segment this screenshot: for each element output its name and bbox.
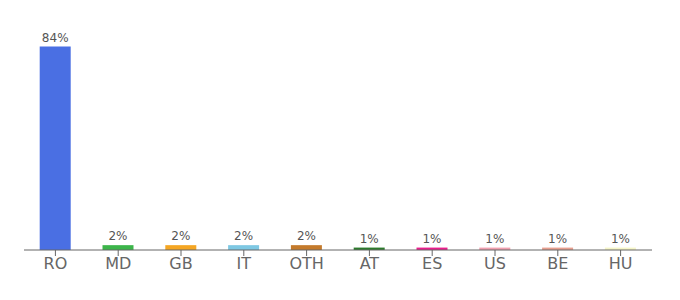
svg-text:US: US bbox=[484, 254, 506, 273]
svg-text:MD: MD bbox=[105, 254, 131, 273]
svg-text:2%: 2% bbox=[108, 229, 127, 243]
svg-text:1%: 1% bbox=[485, 232, 504, 246]
svg-text:1%: 1% bbox=[611, 232, 630, 246]
svg-text:IT: IT bbox=[237, 254, 252, 273]
svg-text:AT: AT bbox=[360, 254, 380, 273]
svg-text:ES: ES bbox=[422, 254, 442, 273]
svg-text:BE: BE bbox=[547, 254, 568, 273]
svg-text:2%: 2% bbox=[297, 229, 316, 243]
svg-text:OTH: OTH bbox=[289, 254, 323, 273]
svg-text:2%: 2% bbox=[171, 229, 190, 243]
svg-text:84%: 84% bbox=[42, 31, 69, 45]
svg-text:1%: 1% bbox=[422, 232, 441, 246]
svg-text:1%: 1% bbox=[360, 232, 379, 246]
svg-text:GB: GB bbox=[169, 254, 192, 273]
svg-text:HU: HU bbox=[609, 254, 633, 273]
svg-text:RO: RO bbox=[44, 254, 68, 273]
svg-text:2%: 2% bbox=[234, 229, 253, 243]
svg-text:1%: 1% bbox=[548, 232, 567, 246]
